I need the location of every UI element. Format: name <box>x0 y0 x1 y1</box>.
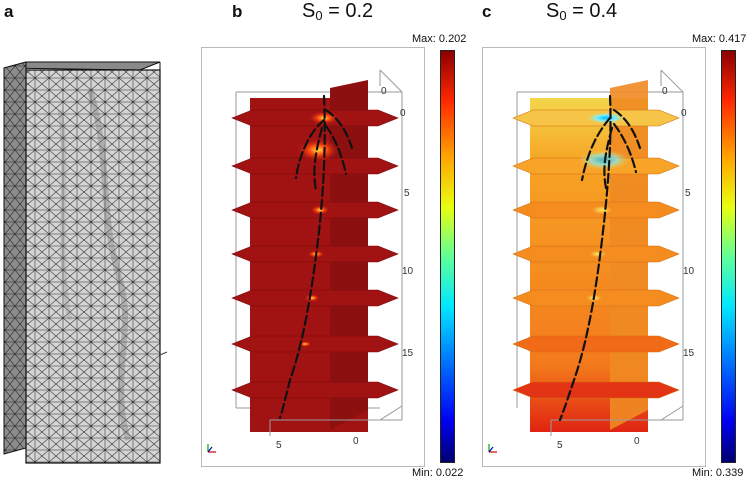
panel-c-bottom-tick-0: 0 <box>634 436 640 447</box>
panel-c-depth-tick-15: 15 <box>683 348 695 359</box>
panel-b-colorbar <box>440 50 455 463</box>
panel-c-label: c <box>482 2 492 21</box>
panel-c-depth-tick-0: 0 <box>681 108 687 119</box>
panel-c-colorbar <box>721 50 736 463</box>
panel-b-bottom-tick-0: 0 <box>353 436 359 447</box>
panel-b-depth-tick-0: 0 <box>400 108 406 119</box>
panel-a-mesh <box>3 61 168 464</box>
panel-c-top-edge-tick: 0 <box>662 86 668 97</box>
panel-c-title: S0 = 0.4 <box>546 0 618 23</box>
panel-b-depth-tick-10: 10 <box>402 266 414 277</box>
panel-c-plot <box>488 69 684 453</box>
panel-b-title: S0 = 0.2 <box>302 0 374 23</box>
panel-c-min-label: Min: 0.339 <box>692 467 744 479</box>
panel-b-label: b <box>232 2 243 21</box>
panel-b-depth-tick-15: 15 <box>402 348 414 359</box>
panel-b-min-label: Min: 0.022 <box>412 467 464 479</box>
panel-c-root-system <box>558 94 642 422</box>
panel-b-root-system <box>278 94 354 420</box>
panel-b-bottom-tick-5: 5 <box>276 440 282 451</box>
panel-b-plot <box>207 69 403 453</box>
panel-b-max-label: Max: 0.202 <box>412 33 467 45</box>
panel-c-depth-tick-10: 10 <box>683 266 695 277</box>
panel-b-top-edge-tick: 0 <box>381 86 387 97</box>
panel-a-label: a <box>4 2 14 21</box>
panel-b-depth-tick-5: 5 <box>404 188 410 199</box>
panel-c-bottom-tick-5: 5 <box>557 440 563 451</box>
panel-c-depth-tick-5: 5 <box>685 188 691 199</box>
panel-c-max-label: Max: 0.417 <box>692 33 747 45</box>
